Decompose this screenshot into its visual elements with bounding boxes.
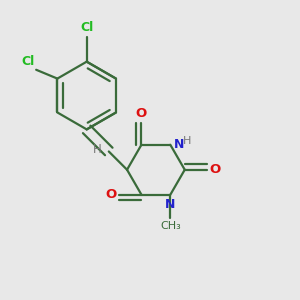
Text: Cl: Cl [21,55,35,68]
Text: H: H [183,136,191,146]
Text: N: N [165,198,175,211]
Text: O: O [136,107,147,120]
Text: Cl: Cl [80,21,93,34]
Text: N: N [174,138,184,151]
Text: H: H [93,143,101,157]
Text: O: O [105,188,116,201]
Text: O: O [210,163,221,176]
Text: CH₃: CH₃ [160,220,181,231]
